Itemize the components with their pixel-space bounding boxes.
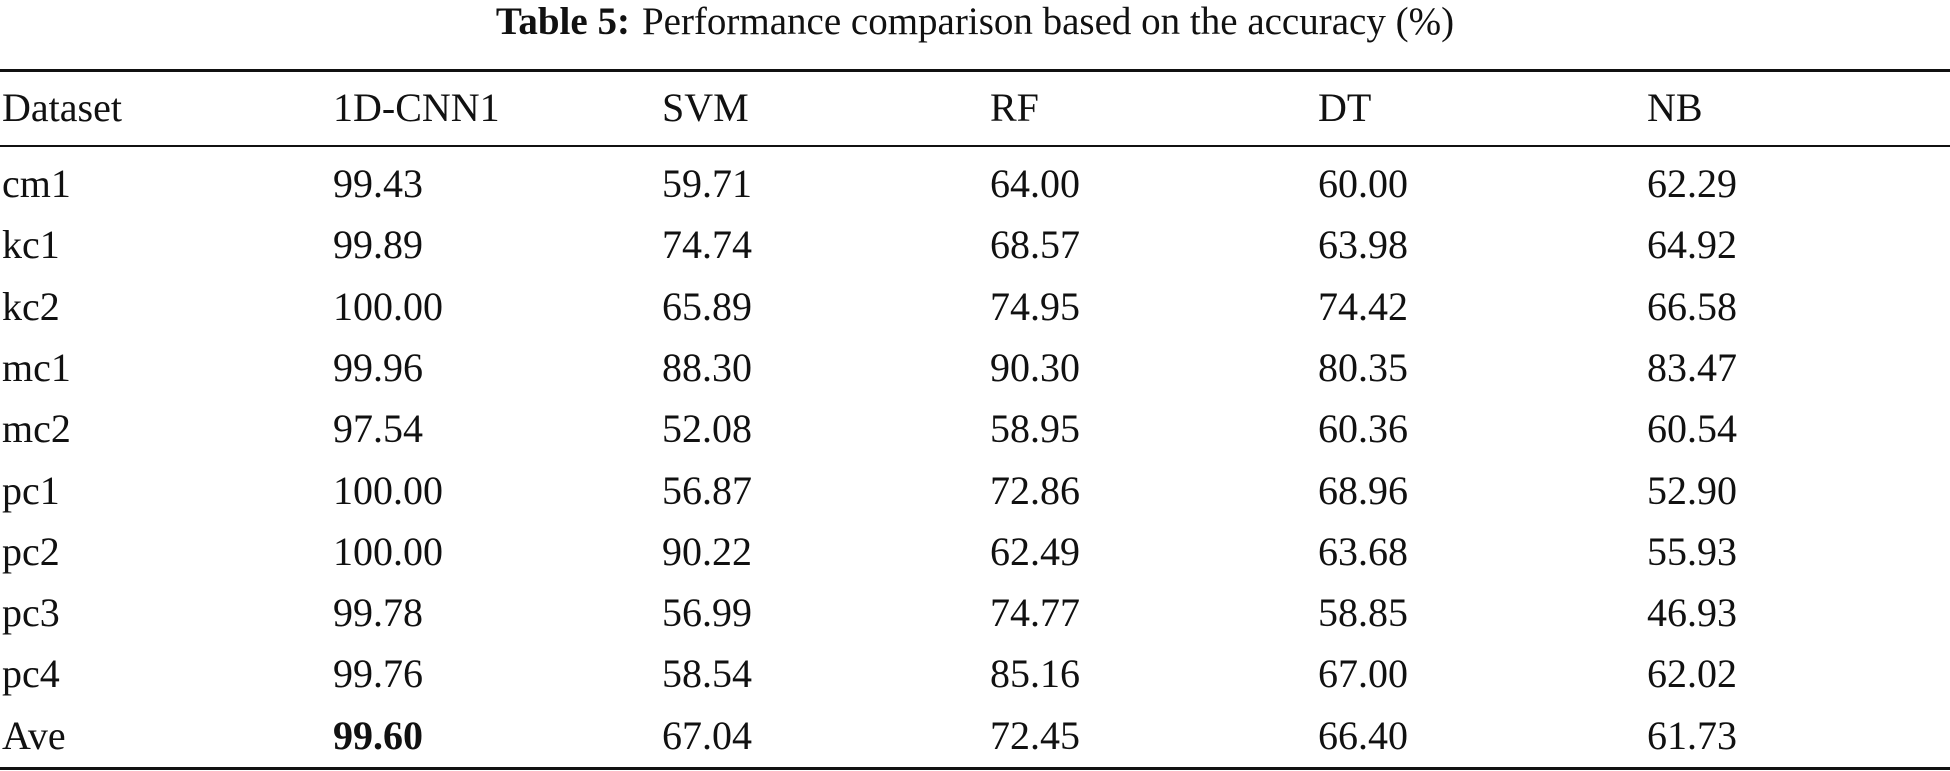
column-header: Dataset bbox=[2, 85, 122, 130]
table-cell: 64.92 bbox=[1647, 222, 1737, 268]
row-label: pc3 bbox=[2, 590, 60, 636]
column-header: NB bbox=[1647, 85, 1703, 130]
table-cell: 65.89 bbox=[662, 283, 752, 329]
table-cell: 85.16 bbox=[990, 651, 1080, 697]
bottom-rule bbox=[0, 767, 1950, 770]
table-cell: 100.00 bbox=[333, 528, 443, 574]
top-rule bbox=[0, 69, 1950, 72]
table-cell: 58.54 bbox=[662, 651, 752, 697]
row-label: mc1 bbox=[2, 344, 71, 390]
table-cell: 99.89 bbox=[333, 222, 423, 268]
table-cell: 99.60 bbox=[333, 712, 423, 758]
table-cell: 58.95 bbox=[990, 406, 1080, 452]
header-rule bbox=[0, 145, 1950, 147]
table-cell: 90.30 bbox=[990, 344, 1080, 390]
caption-text: Performance comparison based on the accu… bbox=[641, 0, 1455, 43]
row-label: mc2 bbox=[2, 406, 71, 452]
table-cell: 88.30 bbox=[662, 344, 752, 390]
table-cell: 62.49 bbox=[990, 528, 1080, 574]
row-label: pc4 bbox=[2, 651, 60, 697]
table-cell: 72.45 bbox=[990, 712, 1080, 758]
row-label: kc2 bbox=[2, 283, 60, 329]
row-label: pc1 bbox=[2, 467, 60, 513]
table-cell: 68.57 bbox=[990, 222, 1080, 268]
table-cell: 56.99 bbox=[662, 590, 752, 636]
table-cell: 90.22 bbox=[662, 528, 752, 574]
table-cell: 68.96 bbox=[1318, 467, 1408, 513]
table-cell: 64.00 bbox=[990, 161, 1080, 206]
table-cell: 63.98 bbox=[1318, 222, 1408, 268]
table-cell: 99.43 bbox=[333, 161, 423, 206]
table-cell: 99.76 bbox=[333, 651, 423, 697]
table-cell: 67.00 bbox=[1318, 651, 1408, 697]
table-cell: 100.00 bbox=[333, 283, 443, 329]
row-label: pc2 bbox=[2, 528, 60, 574]
table-cell: 99.96 bbox=[333, 344, 423, 390]
table-cell: 52.08 bbox=[662, 406, 752, 452]
table-cell: 52.90 bbox=[1647, 467, 1737, 513]
table-cell: 67.04 bbox=[662, 712, 752, 758]
table-cell: 61.73 bbox=[1647, 712, 1737, 758]
table-cell: 72.86 bbox=[990, 467, 1080, 513]
column-header: RF bbox=[990, 85, 1039, 130]
table-cell: 62.02 bbox=[1647, 651, 1737, 697]
table-cell: 83.47 bbox=[1647, 344, 1737, 390]
table-cell: 100.00 bbox=[333, 467, 443, 513]
table-cell: 74.77 bbox=[990, 590, 1080, 636]
column-header: 1D-CNN1 bbox=[333, 85, 500, 130]
table-cell: 46.93 bbox=[1647, 590, 1737, 636]
table-cell: 63.68 bbox=[1318, 528, 1408, 574]
column-header: DT bbox=[1318, 85, 1372, 130]
table-cell: 66.58 bbox=[1647, 283, 1737, 329]
table-cell: 56.87 bbox=[662, 467, 752, 513]
table-cell: 59.71 bbox=[662, 161, 752, 206]
table-cell: 74.95 bbox=[990, 283, 1080, 329]
table-cell: 74.42 bbox=[1318, 283, 1408, 329]
column-header: SVM bbox=[662, 85, 749, 130]
table-cell: 80.35 bbox=[1318, 344, 1408, 390]
row-label: cm1 bbox=[2, 161, 71, 206]
table-cell: 58.85 bbox=[1318, 590, 1408, 636]
row-label: Ave bbox=[2, 712, 66, 758]
caption-label: Table 5: bbox=[495, 0, 630, 43]
table-cell: 60.36 bbox=[1318, 406, 1408, 452]
table-cell: 55.93 bbox=[1647, 528, 1737, 574]
table-cell: 62.29 bbox=[1647, 161, 1737, 206]
table-caption: Table 5: Performance comparison based on … bbox=[0, 0, 1950, 44]
table-cell: 60.00 bbox=[1318, 161, 1408, 206]
table-cell: 66.40 bbox=[1318, 712, 1408, 758]
table-cell: 74.74 bbox=[662, 222, 752, 268]
table-cell: 97.54 bbox=[333, 406, 423, 452]
row-label: kc1 bbox=[2, 222, 60, 268]
table-cell: 60.54 bbox=[1647, 406, 1737, 452]
table-cell: 99.78 bbox=[333, 590, 423, 636]
